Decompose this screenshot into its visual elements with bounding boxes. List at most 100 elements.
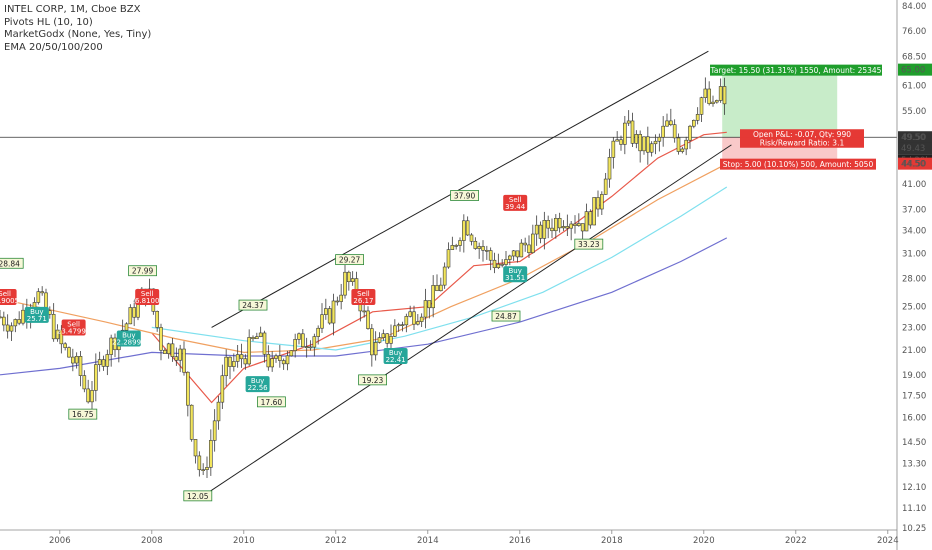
trade-zones [0, 69, 897, 164]
candle-body [431, 285, 435, 309]
y-tick-label: 25.00 [902, 303, 926, 313]
signal-type: Buy [122, 331, 135, 339]
signal-value: 22.41 [386, 356, 406, 364]
candle-body [243, 358, 248, 365]
candle-body [722, 86, 727, 105]
candle-body [588, 211, 593, 226]
pivot-label: 33.23 [578, 240, 600, 249]
candle-body [74, 356, 79, 364]
candle-body [515, 250, 520, 258]
signal-value: 27.9005 [0, 297, 19, 305]
signal-value: 31.51 [505, 274, 525, 282]
candle-body [304, 346, 309, 349]
candle-body [170, 343, 175, 357]
candle-body [201, 469, 205, 471]
open-pl-label: Open P&L: -0.07, Qty: 990 [740, 129, 864, 140]
candle-body [36, 291, 41, 303]
candle-body [362, 310, 366, 313]
candle-body [251, 337, 255, 340]
candle-body [661, 125, 665, 138]
signal-box [61, 319, 86, 336]
candle-body [600, 194, 604, 210]
candle-body [715, 100, 719, 103]
candle-body [615, 139, 619, 142]
y-tick-label: 61.00 [902, 81, 926, 91]
y-tick-label: 28.00 [902, 275, 926, 285]
candle-body [580, 223, 585, 232]
candle-body [546, 220, 550, 229]
target-price-tag-text: 65.00 [901, 66, 925, 76]
trend-channel[interactable] [197, 50, 732, 500]
candle-body [232, 361, 236, 367]
candle-body [404, 316, 409, 326]
candle-body [400, 324, 405, 327]
candle-body [412, 311, 416, 325]
risk-reward-label-text: Risk/Reward Ratio: 3.1 [760, 139, 845, 148]
candle-body [565, 226, 570, 229]
channel-upper-line[interactable] [211, 50, 709, 328]
candle-body [465, 220, 470, 236]
chart-legend: INTEL CORP, 1M, Cboe BZX Pivots HL (10, … [4, 4, 151, 54]
candle-body [308, 346, 313, 349]
candle-body [320, 314, 324, 329]
candle-body [82, 375, 87, 390]
candle-body [197, 455, 202, 471]
candle-body [63, 343, 67, 348]
y-tick-label: 13.30 [902, 459, 926, 469]
candle-body [289, 350, 294, 357]
target-label-bg [710, 64, 882, 76]
signal-value: 26.81001 [130, 297, 163, 305]
pivot-label: 29.27 [339, 256, 361, 265]
y-tick-label: 84.00 [902, 2, 926, 12]
signal-box [135, 289, 160, 306]
signal-value: 22.56 [248, 384, 269, 392]
candle-body [224, 356, 228, 377]
y-tick-label: 19.00 [902, 371, 926, 381]
y-tick-label: 21.00 [902, 346, 926, 356]
pivot-label-box [128, 265, 158, 277]
x-tick-label: 2008 [141, 536, 163, 546]
ema-line-1 [151, 131, 727, 404]
candle-body [458, 240, 462, 246]
candle-body [439, 284, 443, 292]
y-tick-label: 37.00 [902, 205, 926, 215]
candle-body [477, 246, 481, 249]
channel-lower-line[interactable] [197, 144, 732, 500]
ema-line-3 [151, 186, 728, 351]
candle-body [454, 245, 458, 247]
candle-body [105, 354, 110, 367]
candle-body [13, 319, 18, 327]
candle-body [109, 337, 113, 355]
signal-type: Sell [0, 290, 11, 298]
candle-body [159, 327, 163, 351]
candle-body [17, 319, 21, 324]
y-tick-label: 55.00 [902, 107, 926, 117]
candle-body [427, 300, 432, 309]
candle-body [235, 354, 240, 362]
candle-body [270, 358, 274, 368]
y-tick-label: 12.10 [902, 483, 926, 493]
legend-marketgodx: MarketGodx (None, Yes, Tiny) [4, 29, 152, 40]
candle-body [511, 250, 516, 257]
signal-value: 22.28999 [112, 338, 145, 346]
y-tick-label: 16.00 [902, 413, 926, 423]
signal-type: Sell [141, 290, 154, 298]
pivot-label-box [491, 310, 521, 322]
candle-body [113, 337, 117, 351]
candle-body [216, 401, 221, 422]
candle-body [71, 356, 75, 364]
candle-body [101, 359, 106, 367]
candle-body [577, 223, 581, 226]
candle-body [209, 440, 213, 468]
candle-body [193, 439, 198, 457]
candle-body [285, 355, 290, 365]
candle-body [684, 139, 688, 150]
pivot-label: 27.99 [132, 267, 154, 276]
legend-pivots: Pivots HL (10, 10) [4, 16, 93, 28]
candle-body [67, 347, 71, 358]
